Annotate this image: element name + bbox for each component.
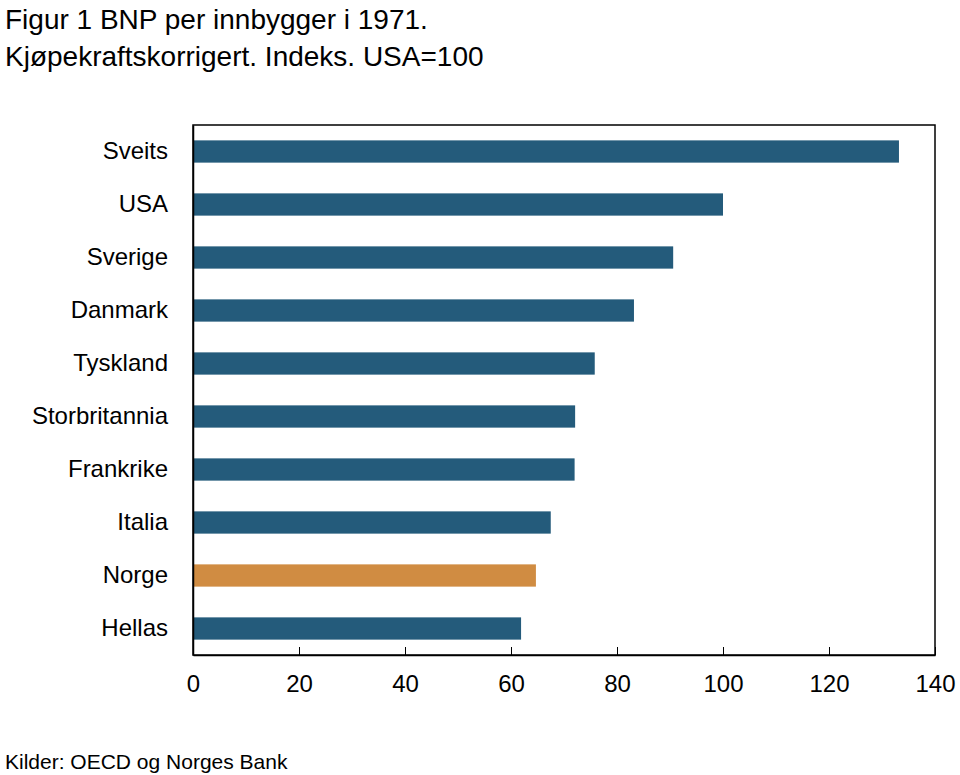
bar [193, 246, 673, 268]
category-label: Italia [117, 508, 168, 535]
bar [193, 193, 723, 215]
category-label: USA [119, 190, 168, 217]
tick-label: 60 [498, 670, 525, 697]
bar [193, 511, 551, 533]
tick: 20 [286, 647, 313, 697]
bars [193, 140, 899, 639]
axis-line [193, 126, 195, 656]
tick: 60 [498, 647, 525, 697]
plot-frame [193, 125, 935, 655]
subtitle: Kjøpekraftskorrigert. Indeks. USA=100 [5, 41, 484, 72]
tick-mark [829, 647, 830, 655]
tick-label: 0 [187, 670, 200, 697]
category-tick: Hellas [101, 614, 168, 641]
tick-mark [723, 647, 724, 655]
category-label: Tyskland [73, 349, 168, 376]
tick: 40 [392, 647, 419, 697]
tick-mark [935, 647, 936, 655]
category-label: Danmark [71, 296, 169, 323]
source-note: Kilder: OECD og Norges Bank [5, 750, 288, 773]
tick: 120 [809, 647, 849, 697]
category-label: Frankrike [68, 455, 168, 482]
bar [193, 405, 575, 427]
category-label: Sverige [87, 243, 168, 270]
bar [193, 458, 575, 480]
bar [193, 564, 536, 586]
tick-label: 100 [703, 670, 743, 697]
axis-line [194, 655, 936, 657]
category-tick: Storbritannia [32, 402, 169, 429]
category-label: Storbritannia [32, 402, 169, 429]
category-tick: Sverige [87, 243, 168, 270]
bar [193, 617, 521, 639]
category-tick: Italia [117, 508, 168, 535]
tick: 80 [604, 647, 631, 697]
value-axis: 0 20 40 60 80 100 120 140 [187, 647, 956, 697]
chart: Figur 1 BNP per innbygger i 1971. Kjøpekr… [0, 0, 960, 775]
tick-label: 140 [915, 670, 955, 697]
category-label: Norge [103, 561, 168, 588]
tick-mark [511, 647, 512, 655]
tick: 140 [915, 647, 955, 697]
tick-label: 40 [392, 670, 419, 697]
category-tick: Sveits [103, 137, 168, 164]
bar [193, 140, 899, 162]
category-tick: Norge [103, 561, 168, 588]
tick-label: 80 [604, 670, 631, 697]
category-tick: Tyskland [73, 349, 168, 376]
tick-label: 120 [809, 670, 849, 697]
tick-mark [299, 647, 300, 655]
title: Figur 1 BNP per innbygger i 1971. [5, 4, 428, 35]
category-tick: Danmark [71, 296, 169, 323]
bar [193, 352, 595, 374]
category-label: Hellas [101, 614, 168, 641]
category-tick: Frankrike [68, 455, 168, 482]
tick-mark [405, 647, 406, 655]
category-label: Sveits [103, 137, 168, 164]
tick-label: 20 [286, 670, 313, 697]
tick-mark [617, 647, 618, 655]
category-tick: USA [119, 190, 168, 217]
category-axis: Sveits USA Sverige Danmark Tyskland Storbrita… [32, 126, 194, 656]
tick: 100 [703, 647, 743, 697]
bar [193, 299, 634, 321]
